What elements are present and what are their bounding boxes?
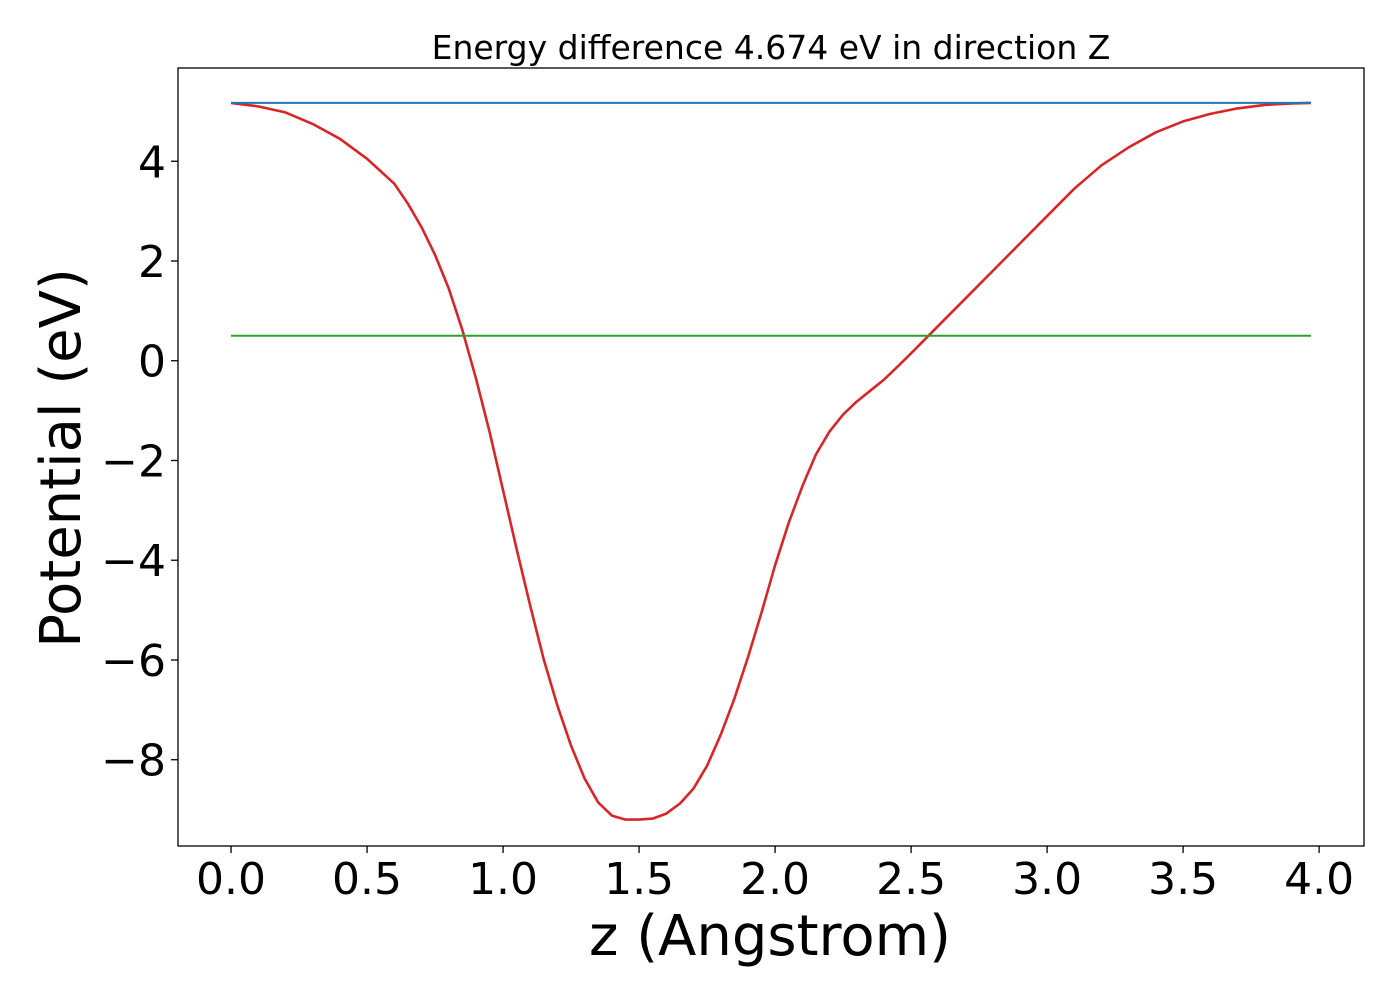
y-axis-label: Potential (eV) — [29, 268, 94, 648]
x-tick-label: 1.5 — [604, 854, 674, 905]
series-layer — [230, 101, 1312, 821]
x-axis-label: z (Angstrom) — [589, 904, 951, 969]
x-tick-label: 1.0 — [468, 854, 538, 905]
y-tick-label: −2 — [101, 436, 166, 487]
y-axis-ticks: −8 −6 −4 −2 0 2 4 — [101, 137, 178, 787]
y-tick-label: 0 — [138, 337, 166, 388]
y-tick-label: −8 — [101, 736, 166, 787]
x-tick-label: 0.0 — [196, 854, 266, 905]
x-tick-label: 4.0 — [1284, 854, 1354, 905]
chart-title: Energy difference 4.674 eV in direction … — [432, 28, 1111, 67]
x-tick-label: 3.0 — [1012, 854, 1082, 905]
series-line-0 — [230, 101, 1312, 821]
y-tick-label: 2 — [138, 237, 166, 288]
x-tick-label: 3.5 — [1148, 854, 1218, 905]
y-tick-label: −4 — [101, 536, 166, 587]
y-tick-label: −6 — [101, 636, 166, 687]
x-axis-ticks: 0.0 0.5 1.0 1.5 2.0 2.5 3.0 3.5 4.0 — [196, 846, 1354, 905]
y-tick-label: 4 — [138, 137, 166, 188]
x-tick-label: 2.5 — [876, 854, 946, 905]
x-tick-label: 2.0 — [740, 854, 810, 905]
plot-frame — [177, 67, 1365, 847]
x-tick-label: 0.5 — [332, 854, 402, 905]
